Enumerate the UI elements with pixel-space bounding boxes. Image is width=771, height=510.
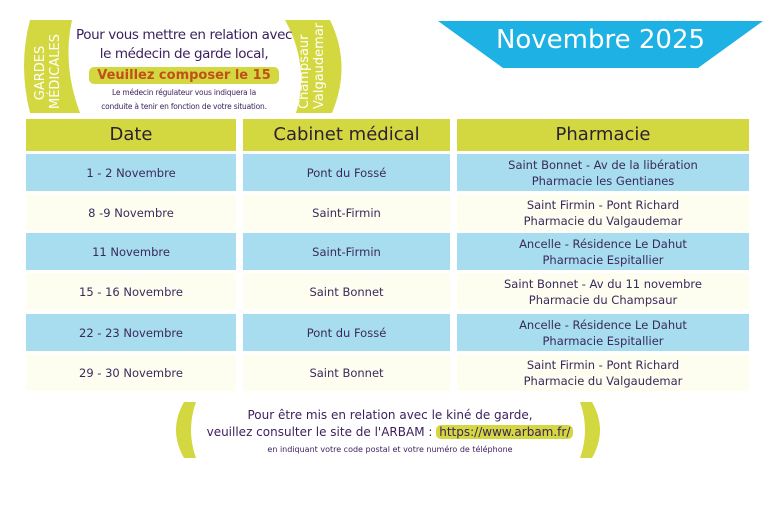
intro-block: Pour vous mettre en relation avec le méd… [74,26,294,112]
header-cabinet: Cabinet médical [243,119,450,151]
pharmacie-line: Saint Bonnet - Av de la libération [508,157,698,172]
table-cell-cabinet: Saint Bonnet [243,273,450,310]
tag-line: Valgaudemar [312,22,327,109]
footer-line: Pour être mis en relation avec le kiné d… [247,408,533,422]
footer-left-bracket [176,402,196,458]
footer-right-bracket [580,402,600,458]
header-pharmacie: Pharmacie [457,119,749,151]
month-title: Novembre 2025 [495,25,706,55]
tag-line: GARDES [33,45,48,101]
note-line: conduite à tenir en fonction de votre si… [101,102,267,111]
table-cell-pharmacie: Ancelle - Résidence Le Dahut Pharmacie Es… [457,314,749,351]
footer-note: en indiquant votre code postal et votre … [267,445,513,454]
table-cell-date: 22 - 23 Novembre [26,314,236,351]
intro-line: Pour vous mettre en relation avec [75,27,293,43]
pharmacie-line: Pharmacie les Gentianes [531,173,675,188]
pharmacie-line: Ancelle - Résidence Le Dahut [519,236,687,251]
month-banner: Novembre 2025 [438,21,763,68]
pharmacie-line: Saint Firmin - Pont Richard [526,197,680,212]
footer-block: Pour être mis en relation avec le kiné d… [180,407,600,457]
table-cell-pharmacie: Saint Bonnet - Av de la libération Pharma… [457,154,749,191]
pharmacie-line: Saint Bonnet - Av du 11 novembre [504,276,702,291]
arbam-link[interactable]: https://www.arbam.fr/ [436,425,574,439]
table-cell-date: 29 - 30 Novembre [26,354,236,391]
note-line: Le médecin régulateur vous indiquera la [111,88,256,97]
pharmacie-line: Pharmacie du Valgaudemar [523,373,683,388]
table-cell-cabinet: Saint Bonnet [243,354,450,391]
pharmacie-line: Pharmacie du Valgaudemar [523,213,683,228]
table-cell-pharmacie: Ancelle - Résidence Le Dahut Pharmacie Es… [457,233,749,270]
table-cell-date: 11 Novembre [26,233,236,270]
table-cell-date: 8 -9 Novembre [26,194,236,231]
table-cell-cabinet: Saint-Firmin [243,233,450,270]
table-cell-pharmacie: Saint Bonnet - Av du 11 novembre Pharmaci… [457,273,749,310]
table-cell-cabinet: Pont du Fossé [243,154,450,191]
intro-line: le médecin de garde local, [99,46,269,62]
table-cell-date: 15 - 16 Novembre [26,273,236,310]
table-cell-cabinet: Saint-Firmin [243,194,450,231]
pharmacie-line: Ancelle - Résidence Le Dahut [519,317,687,332]
tag-line: MÉDICALES [48,34,63,109]
table-cell-date: 1 - 2 Novembre [26,154,236,191]
pharmacie-line: Pharmacie du Champsaur [528,292,678,307]
pharmacie-line: Saint Firmin - Pont Richard [526,357,680,372]
left-bracket-shape [24,20,80,113]
right-bracket-shape [285,20,342,113]
pharmacie-line: Pharmacie Espitallier [542,333,664,348]
call-15-badge: Veuillez composer le 15 [89,67,279,84]
footer-line: veuillez consulter le site de l'ARBAM : [206,425,433,439]
tag-line: Champsaur [297,34,312,109]
pharmacie-line: Pharmacie Espitallier [542,252,664,267]
header-date: Date [26,119,236,151]
table-cell-cabinet: Pont du Fossé [243,314,450,351]
gardes-medicales-tag: GARDES MÉDICALES [33,34,63,109]
region-tag: Champsaur Valgaudemar [297,22,327,109]
table-cell-pharmacie: Saint Firmin - Pont Richard Pharmacie du … [457,354,749,391]
table-cell-pharmacie: Saint Firmin - Pont Richard Pharmacie du … [457,194,749,231]
